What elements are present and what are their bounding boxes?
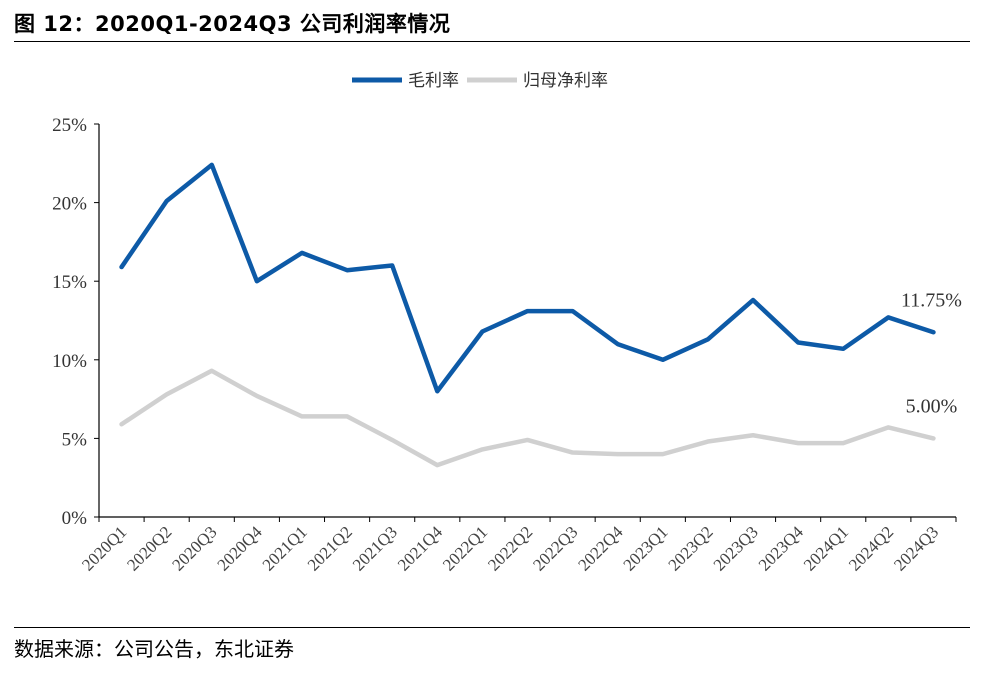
source-divider	[14, 627, 970, 628]
y-tick-label: 20%	[52, 194, 87, 215]
x-tick-label: 2024Q1	[800, 522, 852, 574]
x-tick-label: 2023Q3	[710, 522, 762, 574]
source-note: 数据来源：公司公告，东北证券	[14, 637, 294, 661]
x-tick-label: 2024Q3	[890, 522, 942, 574]
data-labels: 11.75% 5.00%	[901, 289, 962, 417]
series-layer	[119, 162, 936, 468]
end-value-label: 11.75%	[901, 289, 962, 311]
x-tick-label: 2021Q4	[394, 522, 447, 575]
x-tick-label: 2023Q4	[755, 522, 808, 575]
x-tick-label: 2022Q1	[439, 522, 491, 574]
x-tick-label: 2021Q3	[349, 522, 401, 574]
x-tick-label: 2021Q2	[304, 522, 356, 574]
x-tick-label: 2020Q2	[123, 522, 175, 574]
legend-label: 毛利率	[408, 71, 459, 91]
y-tick-label: 10%	[52, 351, 87, 372]
y-tick-label: 0%	[62, 508, 88, 529]
x-tick-label: 2020Q1	[78, 522, 130, 574]
figure-title: 图 12：2020Q1-2024Q3 公司利润率情况	[14, 12, 451, 36]
y-tick-label: 15%	[52, 272, 87, 293]
x-tick-label: 2022Q3	[529, 522, 581, 574]
x-tick-label: 2024Q2	[845, 522, 897, 574]
y-tick-label: 25%	[52, 115, 87, 136]
series-line-0	[119, 162, 936, 394]
x-tick-label: 2022Q2	[484, 522, 536, 574]
title-divider	[14, 41, 970, 42]
y-tick-label: 5%	[62, 429, 88, 450]
x-tick-label: 2023Q1	[619, 522, 671, 574]
x-tick-label: 2021Q1	[259, 522, 311, 574]
chart-legend: 毛利率 归母净利率	[352, 71, 608, 91]
end-value-label: 5.00%	[906, 395, 958, 417]
x-tick-label: 2020Q4	[214, 522, 267, 575]
x-tick-label: 2020Q3	[168, 522, 220, 574]
series-line-1	[119, 368, 936, 468]
x-tick-label: 2023Q2	[665, 522, 717, 574]
x-tick-label: 2022Q4	[574, 522, 627, 575]
legend-label: 归母净利率	[523, 71, 608, 91]
